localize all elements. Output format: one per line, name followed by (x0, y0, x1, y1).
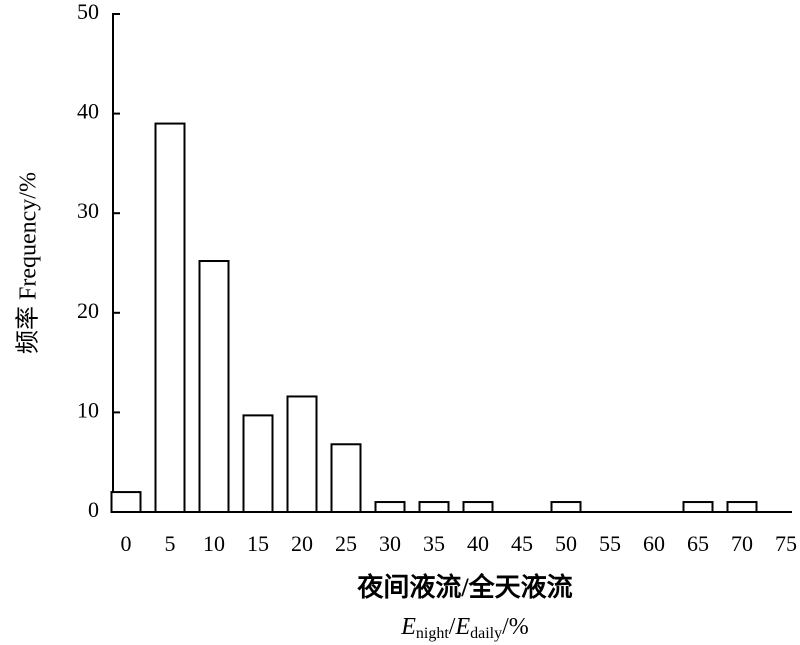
y-tick-label: 40 (77, 99, 99, 124)
x-tick-label: 45 (511, 531, 533, 556)
y-tick-label: 0 (88, 497, 99, 522)
x-tick-label: 35 (423, 531, 445, 556)
x-tick-label: 0 (121, 531, 132, 556)
y-tick-label: 30 (77, 198, 99, 223)
x-tick-label: 30 (379, 531, 401, 556)
x-tick-label: 60 (643, 531, 665, 556)
x-tick-label: 75 (775, 531, 797, 556)
x-tick-label: 15 (247, 531, 269, 556)
formula-part: / (449, 614, 456, 640)
x-tick-label: 70 (731, 531, 753, 556)
bar (374, 501, 406, 514)
x-tick-label: 50 (555, 531, 577, 556)
bar (462, 501, 494, 514)
x-tick-label: 5 (165, 531, 176, 556)
x-tick-label: 20 (291, 531, 313, 556)
y-axis-label: 频率 Frequency/% (15, 172, 42, 354)
x-axis-formula: Enight/Edaily/% (400, 614, 529, 642)
formula-part: daily (470, 625, 502, 642)
x-axis-label: 夜间液流/全天液流 (356, 572, 572, 602)
formula-part: E (400, 614, 416, 640)
bar (418, 501, 450, 514)
formula-part: E (454, 614, 470, 640)
x-tick-label: 10 (203, 531, 225, 556)
bar (550, 501, 582, 514)
formula-part: night (416, 625, 449, 642)
bar (154, 122, 186, 513)
x-tick-label: 40 (467, 531, 489, 556)
y-tick-label: 20 (77, 298, 99, 323)
bar (682, 501, 714, 514)
x-tick-label: 55 (599, 531, 621, 556)
bar (198, 260, 230, 513)
x-tick-label: 65 (687, 531, 709, 556)
bar (726, 501, 758, 514)
y-tick-label: 50 (77, 0, 99, 24)
bar (110, 491, 142, 513)
bar (242, 414, 274, 513)
bar (330, 443, 362, 513)
formula-part: /% (502, 614, 529, 640)
bar (286, 395, 318, 513)
x-tick-label: 25 (335, 531, 357, 556)
y-tick-label: 10 (77, 397, 99, 422)
